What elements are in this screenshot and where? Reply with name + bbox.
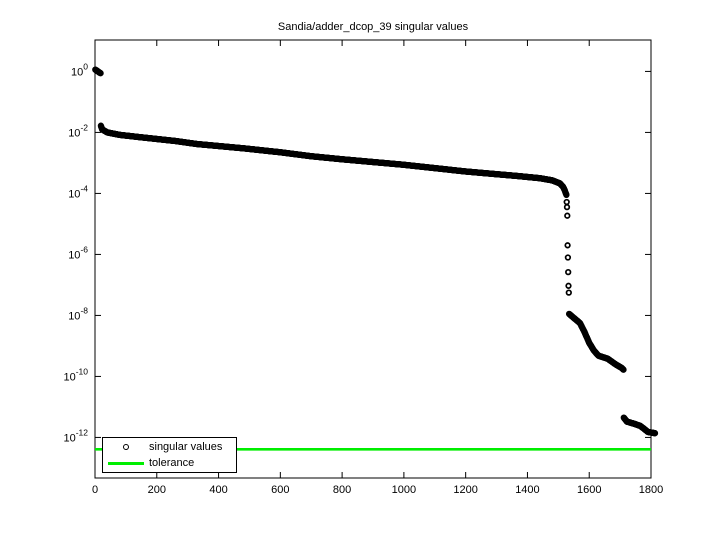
x-axis-ticks xyxy=(94,40,652,478)
data-point-marker xyxy=(620,366,627,373)
data-point-marker xyxy=(651,430,659,437)
tolerance-line-icon xyxy=(108,461,144,465)
legend: singular values tolerance xyxy=(102,437,237,473)
y-tick-label: 10-4 xyxy=(68,183,88,200)
data-point-marker xyxy=(565,289,572,296)
x-axis-labels: 0 200 400 600 800 1000 1200 1400 1600 1800 xyxy=(92,484,663,496)
legend-item-singular-values: singular values xyxy=(103,439,236,455)
data-point-marker xyxy=(565,282,572,289)
x-tick-label: 800 xyxy=(333,484,351,496)
x-tick-label: 1200 xyxy=(453,484,477,496)
data-point-marker xyxy=(563,203,571,211)
legend-label-tolerance: tolerance xyxy=(149,457,195,470)
data-point-marker xyxy=(563,191,570,199)
legend-line-sample-wrap xyxy=(103,461,149,465)
x-tick-label: 1000 xyxy=(392,484,416,496)
data-point-marker xyxy=(564,242,571,249)
data-point-marker xyxy=(565,268,572,276)
chart-title: Sandia/adder_dcop_39 singular values xyxy=(277,21,469,33)
data-point-marker xyxy=(564,212,571,219)
legend-marker-sample xyxy=(103,443,149,450)
data-point-marker xyxy=(564,254,572,261)
y-tick-label: 10-10 xyxy=(63,366,88,383)
legend-label-singular-values: singular values xyxy=(149,440,223,453)
data-point-marker xyxy=(563,198,570,206)
plot-border xyxy=(94,39,652,479)
x-tick-label: 600 xyxy=(271,484,289,496)
y-tick-label: 10-12 xyxy=(63,427,88,444)
y-tick-label: 10-2 xyxy=(68,122,88,139)
x-tick-label: 1800 xyxy=(639,484,663,496)
legend-item-tolerance: tolerance xyxy=(103,455,236,471)
open-circle-marker-icon xyxy=(123,443,129,450)
x-tick-label: 1400 xyxy=(515,484,539,496)
y-axis-labels: 100 10-2 10-4 10-6 10-8 10-10 10-12 xyxy=(63,61,88,444)
x-tick-label: 400 xyxy=(209,484,227,496)
x-tick-label: 1600 xyxy=(577,484,601,496)
x-tick-label: 200 xyxy=(148,484,166,496)
y-tick-label: 10-8 xyxy=(68,305,88,322)
x-tick-label: 0 xyxy=(92,484,98,496)
y-tick-label: 100 xyxy=(71,61,88,78)
y-tick-label: 10-6 xyxy=(68,244,88,261)
data-point-marker xyxy=(97,70,104,77)
data-series-singular-values xyxy=(92,66,659,437)
